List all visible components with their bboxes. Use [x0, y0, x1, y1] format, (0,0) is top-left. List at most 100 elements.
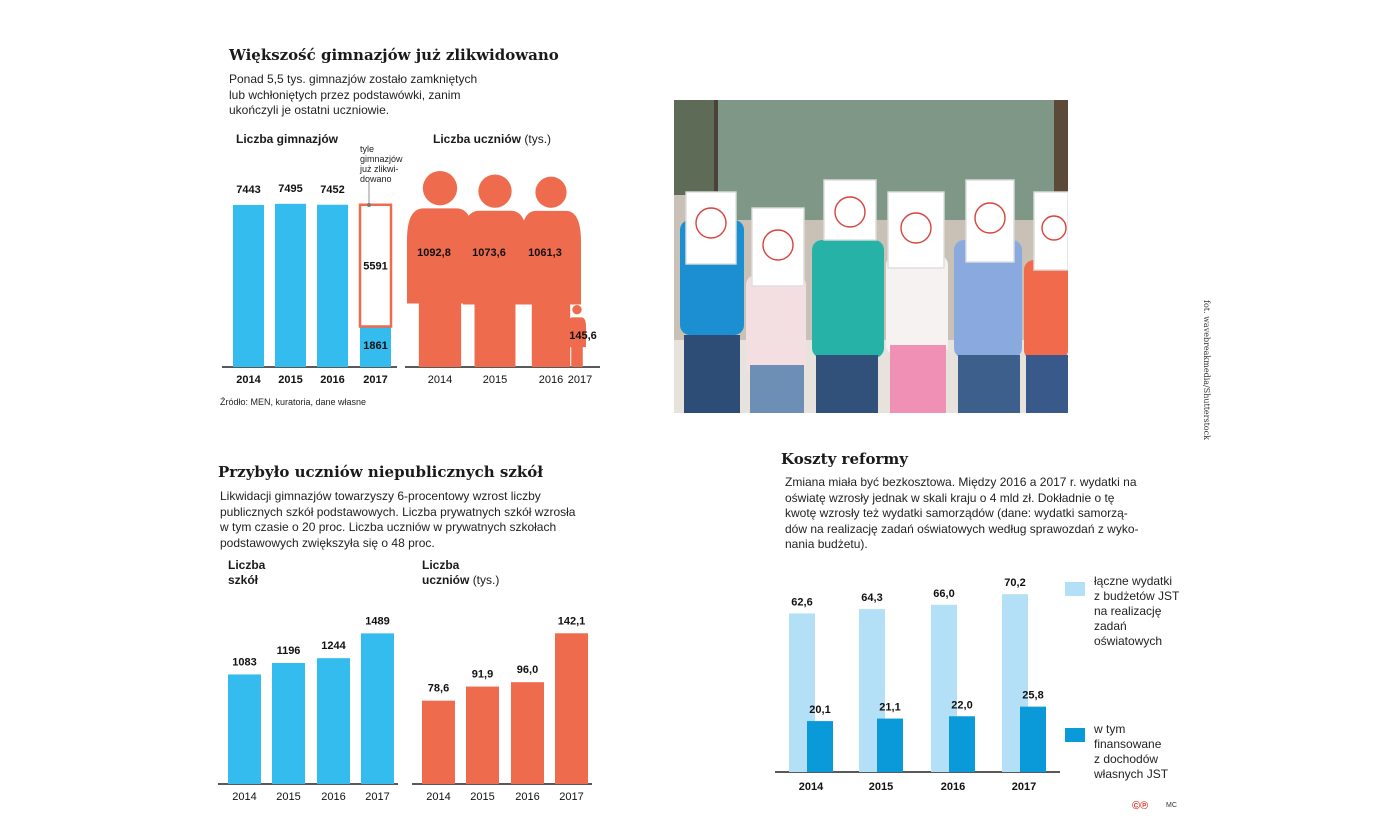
figure-head: [478, 174, 512, 208]
legend-line: oświatowych: [1094, 634, 1163, 648]
lead-line: lub wchłoniętych przez podstawówki, zani…: [229, 87, 461, 102]
lead-line: kwotę wzrosły też wydatki samorządów (da…: [785, 506, 1128, 520]
bar: [466, 686, 499, 784]
chart2-title-unit: (tys.): [524, 132, 552, 146]
legend-line: własnych JST: [1094, 767, 1169, 781]
bar: [511, 682, 544, 784]
bar-total-value-label: 66,0: [933, 588, 954, 600]
bar-own: [949, 716, 975, 772]
annotation-line: tyle: [360, 144, 375, 154]
publisher-logo: ©℗: [1132, 800, 1149, 812]
x-tick-label: 2017: [363, 374, 387, 386]
bar: [317, 658, 350, 784]
bar-total-value-label: 64,3: [861, 592, 882, 604]
annotation-line: już zlikwi-: [360, 164, 399, 174]
children-photo-illustration: [674, 100, 1068, 413]
lead-line: oświatę wzrosły jednak w skali kraju o 4…: [785, 490, 1115, 505]
bar-own-value-label: 20,1: [809, 704, 830, 716]
bar-value-label: 1489: [365, 615, 389, 627]
chart3-title-line: Liczba: [228, 558, 266, 572]
x-tick-label: 2015: [483, 374, 507, 386]
liquidated-bar: [358, 203, 393, 328]
chart3-title: Liczba szkół: [228, 558, 265, 588]
legend-swatch-own: [1065, 728, 1085, 742]
figure-head: [535, 176, 567, 208]
bar-value-label: 91,9: [472, 669, 493, 681]
figure-head: [572, 305, 582, 315]
chart2-title-text: Liczba uczniów: [433, 132, 522, 146]
classroom-photo: [674, 100, 1068, 413]
lead-line: podstawowych zwiększyła się o 48 proc.: [220, 535, 435, 550]
bar-value-label: 96,0: [517, 664, 538, 676]
chart4-title: Liczba uczniów (tys.): [422, 558, 499, 588]
legend-total: łączne wydatki z budżetów JST na realiza…: [1094, 574, 1179, 649]
bar-own: [1020, 706, 1046, 772]
chart4-title-line-2: uczniów (tys.): [422, 573, 499, 588]
legend-line: z budżetów JST: [1094, 589, 1180, 603]
figure-body: [407, 208, 473, 367]
bar-value-label: 1244: [321, 640, 346, 652]
x-tick-label: 2014: [799, 781, 824, 793]
x-tick-label: 2016: [320, 374, 344, 386]
x-tick-label: 2017: [568, 374, 592, 386]
chart3-title-line: szkół: [228, 573, 259, 587]
section2-title: Przybyło uczniów niepublicznych szkół: [218, 463, 544, 481]
bar: [422, 700, 455, 784]
section1-title: Większość gimnazjów już zlikwidowano: [229, 46, 559, 64]
lead-line: Ponad 5,5 tys. gimnazjów zostało zamknię…: [229, 72, 478, 86]
bar: [272, 663, 305, 784]
source-note: Źródło: MEN, kuratoria, dane własne: [220, 397, 367, 407]
section1-lead: Ponad 5,5 tys. gimnazjów zostało zamknię…: [229, 72, 477, 119]
chart4-title-text: uczniów: [422, 573, 470, 587]
x-tick-label: 2016: [539, 374, 563, 386]
bar: [361, 633, 394, 784]
bar-own-value-label: 21,1: [879, 702, 900, 714]
section3-title: Koszty reformy: [781, 450, 908, 468]
figure-body: [521, 210, 581, 367]
person-figure: [407, 171, 473, 367]
legend-own: w tym finansowane z dochodów własnych JS…: [1094, 722, 1168, 782]
bar-value-label: 78,6: [428, 683, 449, 695]
lead-line: dów na realizację zadań oświatowych wedł…: [785, 521, 1139, 536]
koszty-chart: 62,6 20,1 2014 64,3 21,1 2015 66,0 22,0 2016 70,2…: [775, 577, 1060, 793]
x-tick-label: 2015: [470, 791, 494, 803]
bar-value-label: 7495: [278, 183, 302, 195]
szkoly-prywatne-chart: 1083 2014 1196 2015 1244 2016 1489 2017: [218, 615, 398, 803]
uczniowie-gim-chart: 1092,8 2014 1073,6 2015 1061,3 2016 145,6 2017: [405, 171, 600, 386]
legend-line: na realizację: [1094, 604, 1162, 618]
lead-line: Zmiana miała być bezkosztowa. Między 201…: [785, 475, 1137, 489]
x-tick-label: 2017: [559, 791, 583, 803]
lead-line: w tym czasie o 20 proc. Liczba uczniów w…: [220, 520, 557, 534]
person-figure: [568, 305, 586, 367]
legend-line: w tym: [1094, 722, 1126, 736]
x-tick-label: 2015: [276, 791, 300, 803]
bar-own: [807, 721, 833, 772]
figure-value-label: 145,6: [569, 330, 597, 342]
bar-value-label: 1083: [232, 656, 256, 668]
lead-line: ukończyli je ostatni uczniowie.: [229, 103, 390, 117]
x-tick-label: 2014: [236, 374, 261, 386]
lead-line: Likwidacji gimnazjów towarzyszy 6-procen…: [220, 489, 541, 503]
legend-line: z dochodów: [1094, 752, 1159, 766]
bar: [360, 326, 391, 367]
liquidated-value-label: 5591: [363, 261, 387, 273]
bar: [275, 203, 306, 367]
x-tick-label: 2015: [869, 781, 893, 793]
x-tick-label: 2017: [1012, 781, 1036, 793]
chart4-title-line: Liczba: [422, 558, 460, 572]
bar: [317, 204, 348, 367]
x-tick-label: 2015: [278, 374, 302, 386]
photo-credit-text: fot. wavebreakmedia/Shutterstock: [1202, 300, 1211, 440]
annotation-dot: [367, 203, 371, 207]
x-tick-label: 2016: [515, 791, 539, 803]
bar-own: [877, 718, 903, 772]
bar-value-label: 7443: [236, 184, 260, 196]
legend-line: łączne wydatki: [1094, 574, 1173, 588]
legend-swatch-total: [1065, 582, 1085, 596]
x-tick-label: 2014: [428, 374, 452, 386]
bar-own-value-label: 25,8: [1022, 690, 1043, 702]
bar-value-label: 7452: [320, 184, 344, 196]
bar-value-label: 1861: [363, 340, 387, 352]
annotation-line: dowano: [360, 174, 392, 184]
figure-value-label: 1061,3: [528, 247, 562, 259]
